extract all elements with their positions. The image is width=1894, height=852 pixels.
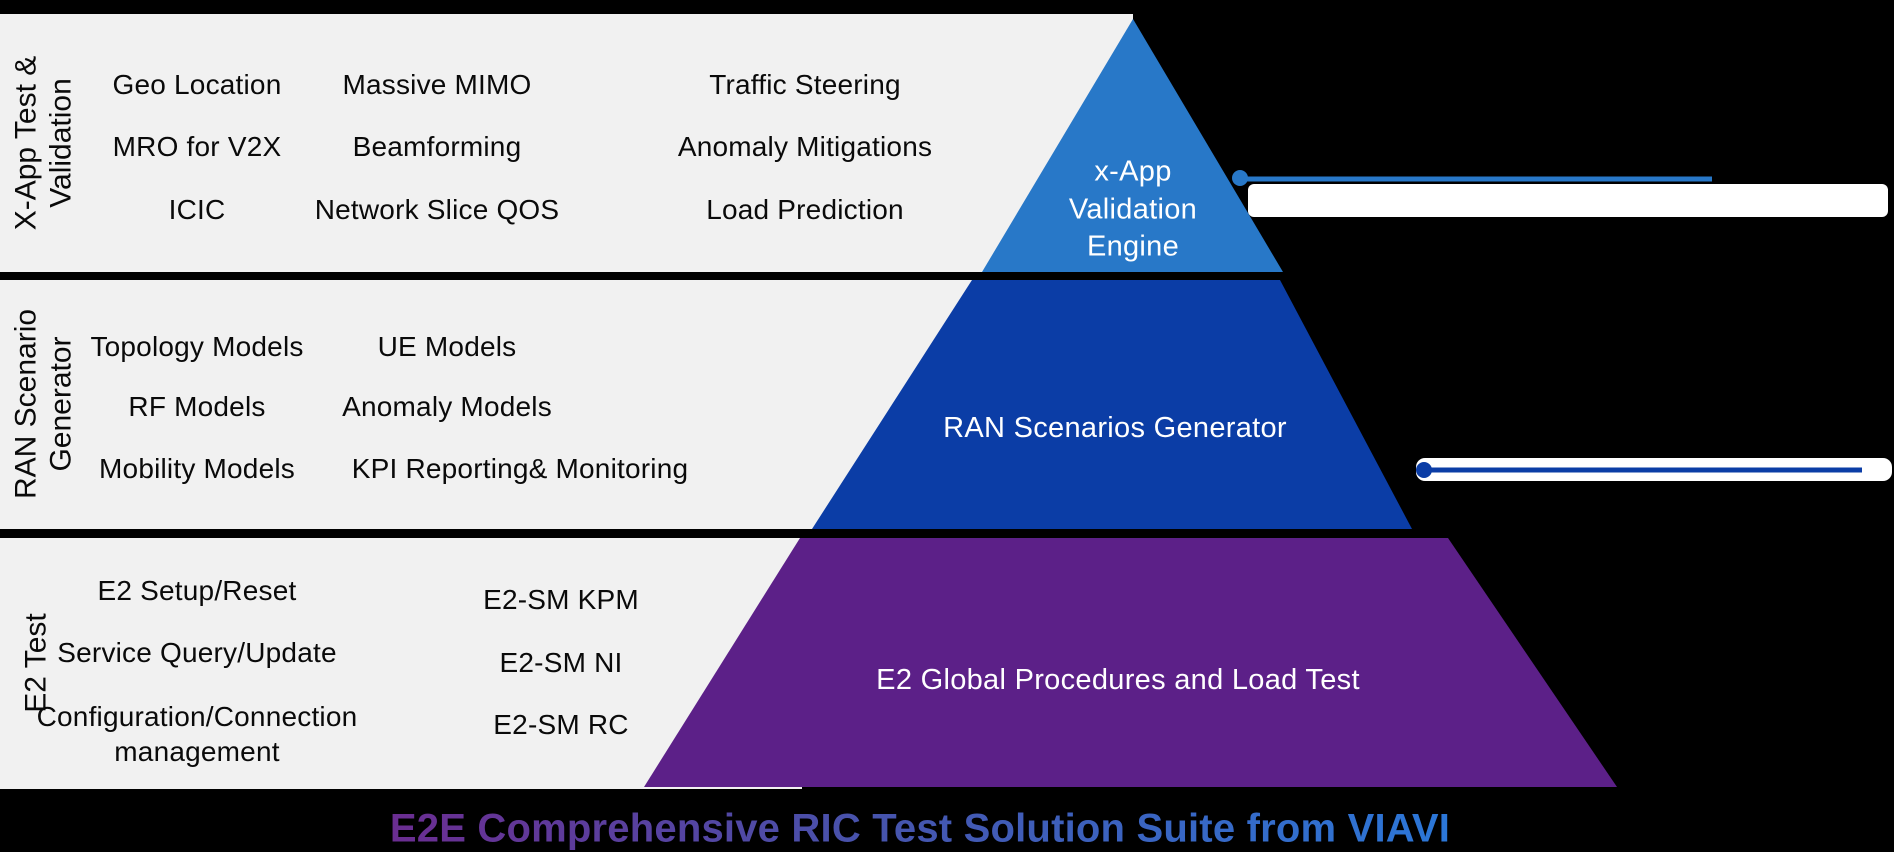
item-e2-sm-ni: E2-SM NI bbox=[499, 647, 623, 678]
callout-dot-xapp bbox=[1232, 170, 1248, 186]
band-label-ran-scenario-generator: RAN Scenario Generator bbox=[9, 308, 78, 500]
item-anomaly-mitigations: Anomaly Mitigations bbox=[677, 131, 933, 162]
item-mobility-models: Mobility Models bbox=[99, 453, 295, 484]
item-icic: ICIC bbox=[168, 194, 226, 225]
item-ue-models: UE Models bbox=[377, 331, 517, 362]
item-rf-models: RF Models bbox=[128, 391, 266, 422]
callout-dot-ran bbox=[1416, 462, 1432, 478]
item-configuration-connection-management: Configuration/Connection management bbox=[36, 701, 358, 767]
band-xapp-test-validation bbox=[0, 14, 1133, 272]
pyramid-label-e2-global-procedures: E2 Global Procedures and Load Test bbox=[876, 664, 1360, 697]
band-ran-scenario-generator bbox=[0, 280, 975, 529]
item-geo-location: Geo Location bbox=[112, 69, 282, 100]
diagram-title: E2E Comprehensive RIC Test Solution Suit… bbox=[389, 806, 1451, 851]
band-label-e2-test: E2 Test bbox=[19, 613, 53, 713]
item-kpi-reporting-monitoring: KPI Reporting& Monitoring bbox=[351, 453, 689, 484]
pyramid-level-middle-trapezoid bbox=[812, 280, 1412, 529]
band-label-xapp-test-validation: X-App Test & Validation bbox=[9, 55, 78, 231]
item-mro-for-v2x: MRO for V2X bbox=[112, 131, 282, 162]
item-traffic-steering: Traffic Steering bbox=[709, 69, 901, 100]
item-massive-mimo: Massive MIMO bbox=[342, 69, 532, 100]
callout-box-xapp bbox=[1248, 184, 1888, 217]
item-topology-models: Topology Models bbox=[90, 331, 304, 362]
item-anomaly-models: Anomaly Models bbox=[342, 391, 552, 422]
pyramid-label-xapp-validation-engine: x-App Validation Engine bbox=[1068, 155, 1198, 263]
pyramid-label-ran-scenarios-generator: RAN Scenarios Generator bbox=[943, 412, 1287, 445]
item-beamforming: Beamforming bbox=[352, 131, 522, 162]
item-e2-sm-rc: E2-SM RC bbox=[493, 709, 629, 740]
band-e2-test bbox=[0, 538, 802, 789]
item-network-slice-qos: Network Slice QOS bbox=[314, 194, 560, 225]
item-e2-setup-reset: E2 Setup/Reset bbox=[97, 575, 297, 606]
item-service-query-update: Service Query/Update bbox=[57, 637, 337, 668]
item-e2-sm-kpm: E2-SM KPM bbox=[483, 584, 639, 615]
item-load-prediction: Load Prediction bbox=[706, 194, 904, 225]
pyramid-level-bottom-trapezoid bbox=[644, 538, 1617, 787]
pyramid-level-top-triangle bbox=[982, 19, 1283, 272]
